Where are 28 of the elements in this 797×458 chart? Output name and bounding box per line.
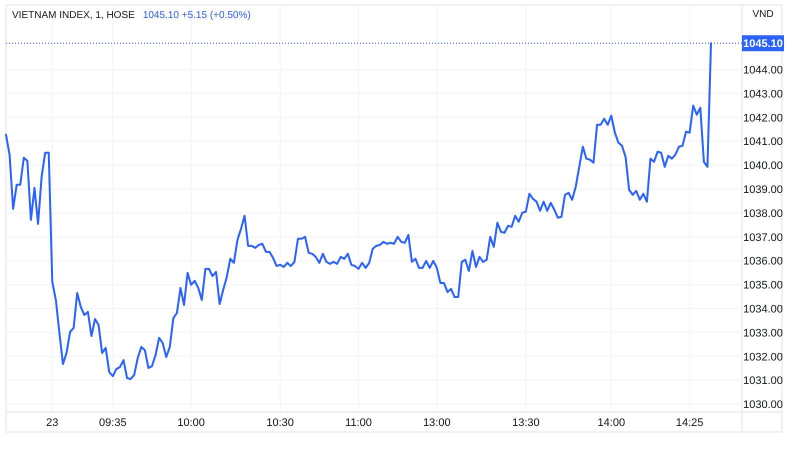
x-tick-label: 14:25 xyxy=(676,417,704,429)
y-tick-label: 1038.00 xyxy=(743,208,783,220)
y-tick-label: 1039.00 xyxy=(743,184,783,196)
x-tick-label: 10:00 xyxy=(177,417,205,429)
x-tick-label: 10:30 xyxy=(266,417,294,429)
y-tick-label: 1040.00 xyxy=(743,160,783,172)
y-tick-label: 1035.00 xyxy=(743,280,783,292)
y-axis-title: VND xyxy=(752,9,774,20)
x-tick-label: 13:00 xyxy=(423,417,451,429)
x-tick-label: 14:00 xyxy=(598,417,626,429)
y-tick-label: 1032.00 xyxy=(743,351,783,364)
y-tick-label: 1037.00 xyxy=(743,232,783,244)
y-tick-label: 1043.00 xyxy=(743,88,783,100)
text: VIETNAM INDEX, 1, HOSE xyxy=(12,10,136,21)
x-tick-label: 11:00 xyxy=(345,417,372,429)
y-tick-label: 1034.00 xyxy=(743,304,783,316)
y-tick-label: 1036.00 xyxy=(743,256,783,268)
y-tick-label: 1030.00 xyxy=(743,399,783,412)
y-tick-label: 1041.00 xyxy=(743,136,783,148)
y-tick-label: 1031.00 xyxy=(743,375,783,388)
y-tick-label: 1042.00 xyxy=(743,112,783,124)
x-tick-label: 13:30 xyxy=(512,417,540,429)
x-tick-label: 23 xyxy=(46,417,58,429)
ref-line-label: 1045.10 xyxy=(743,38,783,50)
y-tick-label: 1033.00 xyxy=(743,327,783,340)
text: 1045.10 +5.15 (+0.50%) xyxy=(142,10,251,21)
x-tick-label: 09:35 xyxy=(99,417,127,429)
y-tick-label: 1044.00 xyxy=(743,64,783,77)
